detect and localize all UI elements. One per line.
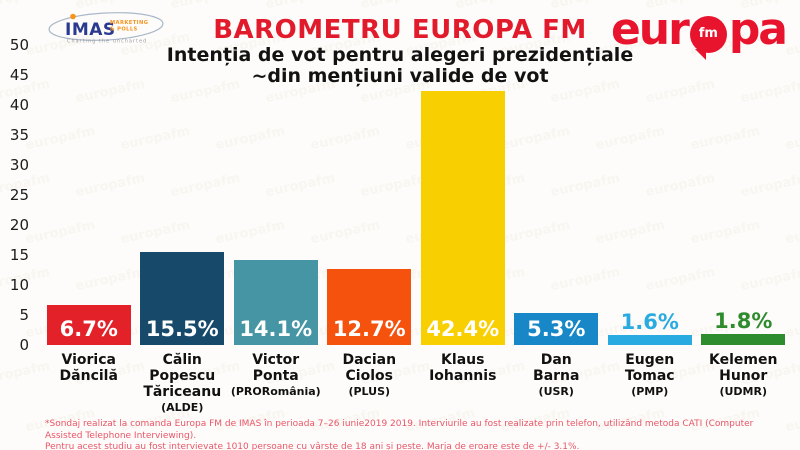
candidate-label-calin-popescu-tariceanu: Călin Popescu Tăriceanu (ALDE) <box>136 352 230 414</box>
y-axis-tick-5: 5 <box>19 306 29 324</box>
bar-viorica-dancila <box>46 305 131 345</box>
subtitle-line1: Intenția de vot pentru alegeri prezidenț… <box>166 44 634 66</box>
candidate-name-line: Ciolos <box>345 368 393 384</box>
imas-logo: IMAS MARKETING & POLLS Charting the unch… <box>46 9 166 53</box>
candidate-name-line: Barna <box>533 368 580 384</box>
footnote-line1: *Sondaj realizat la comanda Europa FM de… <box>45 419 754 441</box>
candidate-label-viorica-dancila: Viorica Dăncilă <box>42 352 136 384</box>
watermark-text: europafm <box>359 0 431 12</box>
candidate-name-line: Dan <box>540 352 572 368</box>
candidate-party: (ALDE) <box>161 401 204 414</box>
y-axis-tick-15: 15 <box>9 246 29 264</box>
candidate-name-line: Călin <box>162 352 202 368</box>
bar-column-victor-ponta: 14.1% <box>229 45 323 345</box>
candidate-name-line: Eugen <box>625 352 675 368</box>
y-axis-tick-50: 50 <box>9 36 29 54</box>
europafm-logo-fm-circle-icon: fm <box>689 15 727 60</box>
y-axis-tick-25: 25 <box>9 186 29 204</box>
y-axis-tick-10: 10 <box>9 276 29 294</box>
y-axis: 50 45 40 35 30 25 20 15 10 5 0 <box>0 36 32 354</box>
candidate-name-line: Dăncilă <box>59 368 118 384</box>
candidate-label-dacian-ciolos: Dacian Ciolos (PLUS) <box>323 352 417 398</box>
europafm-logo-text-right: pa <box>728 4 788 55</box>
bar-dan-barna <box>514 313 599 345</box>
bar-value-label-victor-ponta: 14.1% <box>239 317 313 341</box>
bar-dacian-ciolos <box>327 269 412 345</box>
bar-value-label-kelemen-hunor: 1.8% <box>714 309 773 333</box>
candidate-party: (PMP) <box>631 385 669 398</box>
europafm-logo-fm-text: fm <box>698 26 718 41</box>
candidate-label-eugen-tomac: Eugen Tomac (PMP) <box>603 352 697 398</box>
footnote-line2: Pentru acest studiu au fost intervievate… <box>45 442 580 450</box>
bar-chart-plot-area: 6.7% 15.5% 14.1% 12.7% 42.4% 5.3% 1.6% 1.8% <box>42 45 790 345</box>
imas-logo-dot-icon <box>70 13 76 20</box>
candidate-label-kelemen-hunor: Kelemen Hunor (UDMR) <box>697 352 791 398</box>
candidate-party: (USR) <box>538 385 574 398</box>
bar-calin-popescu-tariceanu <box>140 252 225 345</box>
imas-logo-tagline: Charting the uncharted <box>67 39 147 45</box>
y-axis-tick-30: 30 <box>9 156 29 174</box>
y-axis-tick-40: 40 <box>9 96 29 114</box>
watermark-text: europafm <box>784 405 800 436</box>
imas-logo-sub1: MARKETING <box>110 20 148 26</box>
candidate-name-line: Tăriceanu <box>143 384 222 400</box>
europafm-logo: eur fm pa <box>610 4 788 60</box>
bar-value-label-dan-barna: 5.3% <box>527 317 586 341</box>
imas-logo-name: IMAS <box>65 20 116 40</box>
subtitle-line2: ~din mențiuni valide de vot <box>251 65 549 87</box>
watermark-text: europafm <box>454 0 526 12</box>
candidate-name-line: Popescu <box>149 368 216 384</box>
watermark-text: europafm <box>264 0 336 12</box>
bar-column-eugen-tomac: 1.6% <box>603 45 697 345</box>
bar-eugen-tomac <box>607 335 692 345</box>
bar-value-label-dacian-ciolos: 12.7% <box>332 317 406 341</box>
bar-column-calin-popescu-tariceanu: 15.5% <box>136 45 230 345</box>
candidate-name-line: Kelemen <box>709 352 778 368</box>
bar-klaus-iohannis <box>420 91 505 345</box>
candidate-name-line: Viorica <box>61 352 116 368</box>
europafm-logo-bubble-tail <box>694 48 706 60</box>
bar-value-label-viorica-dancila: 6.7% <box>59 317 118 341</box>
candidate-label-victor-ponta: Victor Ponta (PRORomânia) <box>229 352 323 398</box>
candidate-label-klaus-iohannis: Klaus Iohannis <box>416 352 510 384</box>
header-titles: BAROMETRU EUROPA FM Intenția de vot pent… <box>0 15 800 87</box>
page-title: BAROMETRU EUROPA FM <box>213 15 587 45</box>
y-axis-tick-0: 0 <box>19 336 29 354</box>
bar-kelemen-hunor <box>701 334 786 345</box>
bar-column-kelemen-hunor: 1.8% <box>697 45 791 345</box>
watermark-text: europafm <box>169 0 241 12</box>
candidate-party: (PLUS) <box>348 385 391 398</box>
imas-logo-graphic: IMAS MARKETING & POLLS Charting the unch… <box>48 12 164 45</box>
candidate-name-line: Ponta <box>252 368 299 384</box>
candidate-name-line: Tomac <box>624 368 675 384</box>
y-axis-tick-35: 35 <box>9 126 29 144</box>
bar-victor-ponta <box>233 260 318 345</box>
bar-column-dacian-ciolos: 12.7% <box>323 45 417 345</box>
candidate-name-line: Iohannis <box>429 368 497 384</box>
footnote: *Sondaj realizat la comanda Europa FM de… <box>45 419 770 450</box>
y-axis-tick-20: 20 <box>9 216 29 234</box>
candidate-party: (UDMR) <box>719 385 768 398</box>
candidate-name-line: Victor <box>252 352 300 368</box>
bar-value-label-eugen-tomac: 1.6% <box>620 310 679 334</box>
y-axis-tick-45: 45 <box>9 66 29 84</box>
candidate-name-line: Dacian <box>342 352 397 368</box>
candidate-party: (PRORomânia) <box>230 385 321 398</box>
candidate-name-line: Hunor <box>719 368 768 384</box>
europafm-logo-text-left: eur <box>610 4 690 55</box>
bar-value-label-klaus-iohannis: 42.4% <box>426 317 500 341</box>
watermark-text: europafm <box>0 0 51 12</box>
candidate-name-line: Klaus <box>441 352 485 368</box>
bar-column-klaus-iohannis: 42.4% <box>416 45 510 345</box>
bar-column-viorica-dancila: 6.7% <box>42 45 136 345</box>
candidate-label-dan-barna: Dan Barna (USR) <box>510 352 604 398</box>
bar-column-dan-barna: 5.3% <box>510 45 604 345</box>
imas-logo-sub2: & POLLS <box>110 27 138 33</box>
bar-value-label-calin-popescu-tariceanu: 15.5% <box>145 317 219 341</box>
